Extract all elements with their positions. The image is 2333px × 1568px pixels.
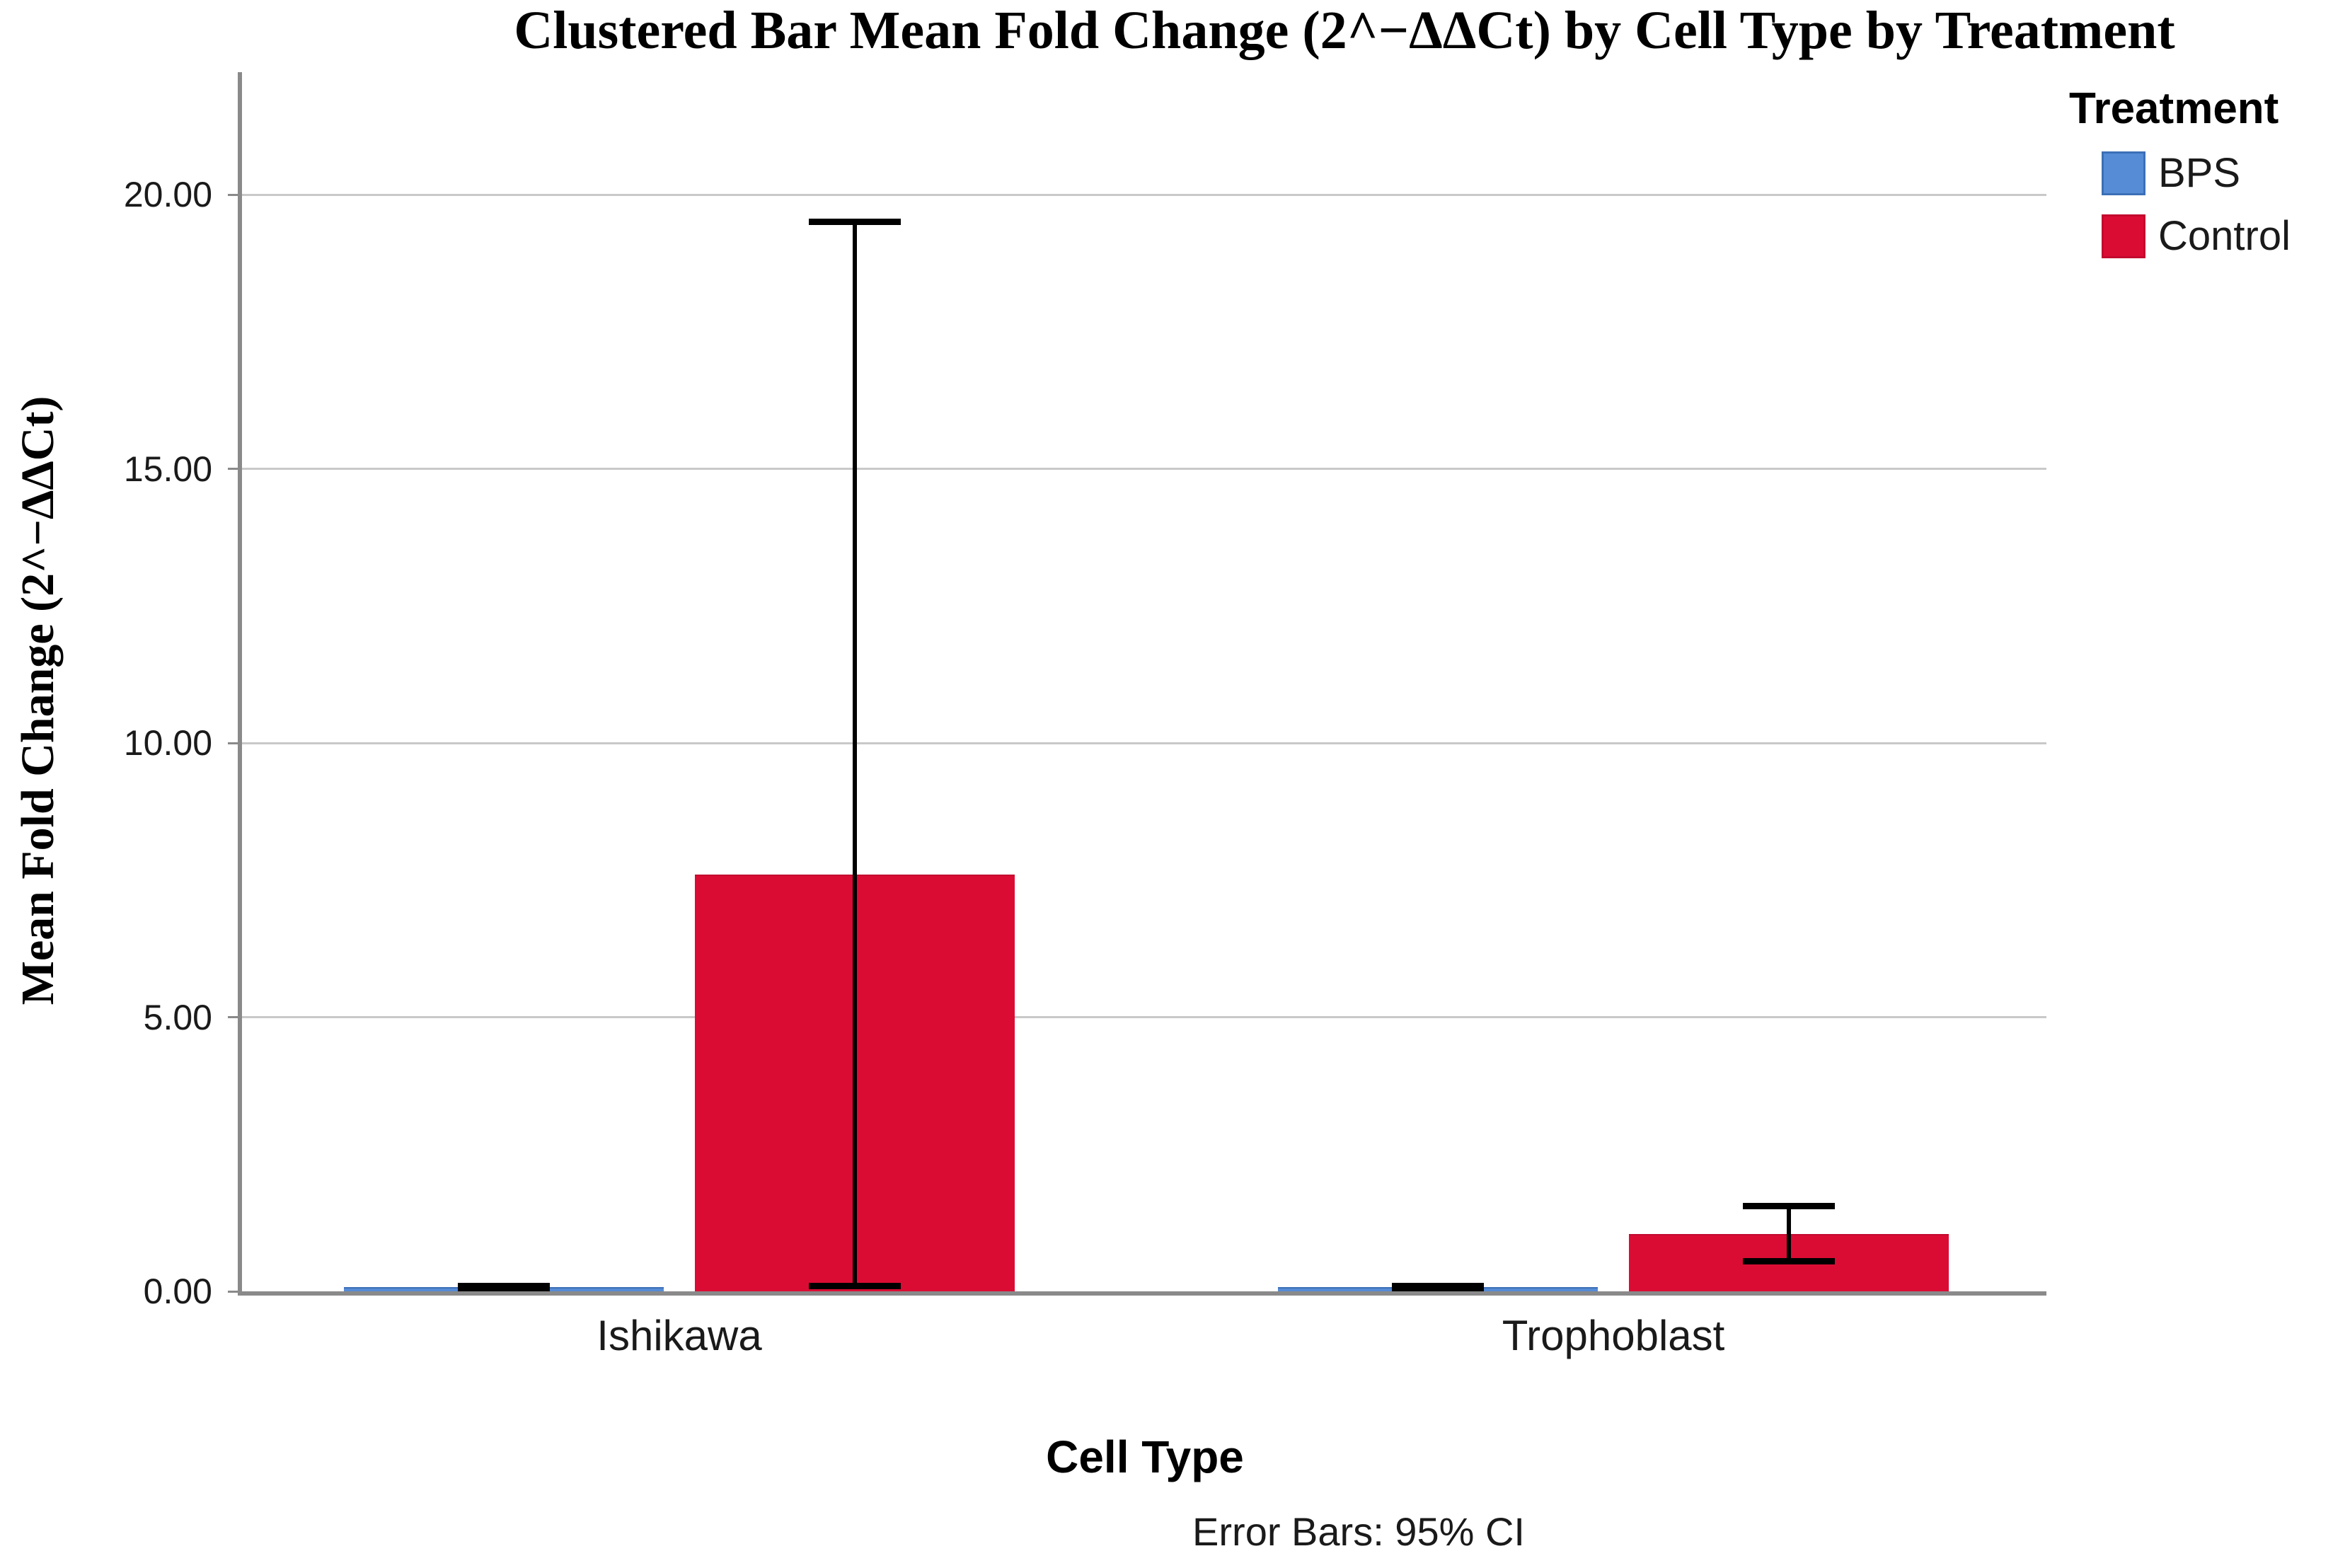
y-tick-20 [228,193,238,196]
error-cap-low-control-trophoblast [1743,1257,1835,1264]
y-tick-15 [228,468,238,470]
y-tick-label-15: 15.00 [123,449,212,489]
legend-swatch-control [2102,214,2145,258]
error-bars-footnote: Error Bars: 95% CI [1192,1509,1525,1554]
legend-item-bps: BPS [2102,149,2291,197]
y-tick-5 [228,1016,238,1018]
gridline-20 [242,193,2046,196]
chart-title: Clustered Bar Mean Fold Change (2^−ΔΔCt)… [514,1,2175,60]
y-tick-10 [228,742,238,744]
error-cap-high-control-trophoblast [1743,1203,1835,1210]
gridline-10 [242,742,2046,744]
legend-items: BPS Control [2069,149,2291,260]
legend-title: Treatment [2069,84,2279,133]
y-tick-label-0: 0.00 [143,1272,212,1311]
legend: Treatment BPS Control [2069,83,2291,260]
legend-item-control: Control [2102,212,2291,260]
error-cap-low-bps-ishikawa [458,1285,550,1291]
gridline-15 [242,468,2046,470]
x-tick-label-ishikawa: Ishikawa [597,1312,762,1359]
error-cap-high-control-ishikawa [809,219,901,226]
error-line-control-trophoblast [1787,1206,1791,1262]
error-cap-low-control-ishikawa [809,1282,901,1289]
error-line-control-ishikawa [853,221,857,1286]
legend-label-control: Control [2158,213,2291,259]
error-cap-low-bps-trophoblast [1392,1285,1484,1291]
y-tick-label-5: 5.00 [143,997,212,1037]
y-tick-0 [228,1290,238,1293]
y-tick-label-10: 10.00 [123,723,212,763]
y-tick-label-20: 20.00 [123,175,212,214]
legend-swatch-bps [2102,151,2145,195]
x-tick-label-trophoblast: Trophoblast [1502,1312,1725,1359]
x-axis-line [238,1291,2046,1296]
x-axis-title: Cell Type [1046,1431,1244,1482]
gridline-5 [242,1016,2046,1018]
y-axis-line [238,72,242,1296]
legend-label-bps: BPS [2158,150,2241,196]
